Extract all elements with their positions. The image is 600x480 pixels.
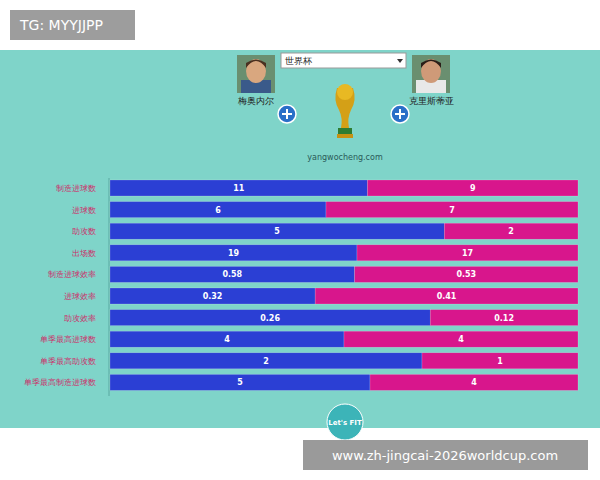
bar bbox=[370, 374, 578, 390]
bar bbox=[110, 331, 344, 347]
category-label: 助攻数 bbox=[72, 227, 96, 236]
data-label: 2 bbox=[263, 357, 269, 366]
photo-right-bg bbox=[412, 55, 450, 93]
watermark: TG: MYYJJPP bbox=[19, 17, 103, 33]
canvas: TG: MYYJJPP 梅奥内尔 克里斯蒂亚 世界杯 yangwocheng.com 制造… bbox=[0, 0, 600, 480]
category-label: 单季最高助攻数 bbox=[40, 357, 96, 366]
url-box bbox=[303, 440, 588, 470]
bar bbox=[344, 331, 578, 347]
url: www.zh-jingcai-2026worldcup.com bbox=[332, 448, 558, 463]
photo-left-bg bbox=[237, 55, 275, 93]
photo-right-face bbox=[421, 59, 441, 83]
data-label: 0.41 bbox=[437, 292, 457, 301]
bar bbox=[444, 223, 578, 239]
photo-left-hair bbox=[246, 60, 266, 69]
data-label: 0.26 bbox=[260, 314, 280, 323]
bar bbox=[110, 266, 355, 282]
data-label: 9 bbox=[470, 184, 476, 193]
category-label: 进球效率 bbox=[64, 292, 96, 301]
bar bbox=[355, 266, 578, 282]
data-label: 4 bbox=[224, 335, 230, 344]
data-label: 0.58 bbox=[222, 270, 242, 279]
watermark-box bbox=[10, 10, 135, 40]
bar bbox=[357, 245, 578, 261]
data-label: 7 bbox=[449, 206, 455, 215]
selector[interactable] bbox=[281, 53, 406, 68]
axis-line bbox=[109, 178, 110, 396]
data-label: 1 bbox=[497, 357, 503, 366]
bar bbox=[110, 245, 357, 261]
add-icon bbox=[395, 109, 405, 119]
category-label: 助攻效率 bbox=[64, 314, 96, 323]
bar bbox=[110, 374, 370, 390]
data-label: 0.32 bbox=[203, 292, 223, 301]
data-label: 4 bbox=[471, 378, 477, 387]
player-name: 克里斯蒂亚 bbox=[409, 96, 454, 106]
bar bbox=[326, 202, 578, 218]
data-label: 4 bbox=[458, 335, 464, 344]
add-icon bbox=[282, 109, 292, 119]
data-label: 2 bbox=[508, 227, 514, 236]
page-bg bbox=[0, 0, 600, 480]
bar bbox=[110, 223, 444, 239]
photo-right bbox=[412, 55, 450, 93]
selector-arrow bbox=[397, 59, 403, 63]
data-label: 0.53 bbox=[456, 270, 476, 279]
bar bbox=[110, 288, 315, 304]
bar bbox=[110, 180, 367, 196]
data-label: 5 bbox=[274, 227, 280, 236]
add-button[interactable] bbox=[391, 105, 409, 123]
bar bbox=[430, 310, 578, 326]
category-label: 制造进球效率 bbox=[48, 270, 96, 279]
photo-right-hair bbox=[421, 60, 441, 69]
logo bbox=[327, 404, 363, 440]
photo-left bbox=[237, 55, 275, 93]
bar bbox=[315, 288, 578, 304]
photo-left-face bbox=[246, 59, 266, 83]
data-label: 11 bbox=[233, 184, 245, 193]
selector-text: 世界杯 bbox=[285, 56, 312, 66]
bar bbox=[422, 353, 578, 369]
bars bbox=[110, 180, 578, 390]
data-label: 5 bbox=[237, 378, 243, 387]
player-name: 梅奥内尔 bbox=[237, 96, 274, 106]
category-label: 单季最高进球数 bbox=[40, 335, 96, 344]
bar bbox=[110, 202, 326, 218]
trophy-base bbox=[338, 128, 352, 134]
bar bbox=[110, 353, 422, 369]
data-label: 6 bbox=[215, 206, 221, 215]
bar bbox=[110, 310, 430, 326]
site: yangwocheng.com bbox=[307, 153, 383, 162]
data-label: 17 bbox=[462, 249, 473, 258]
root: TG: MYYJJPP 梅奥内尔 克里斯蒂亚 世界杯 yangwocheng.com 制造… bbox=[0, 0, 600, 480]
trophy bbox=[335, 84, 354, 138]
category-label: 进球数 bbox=[72, 206, 96, 215]
trophy-foot bbox=[337, 134, 353, 138]
add-button[interactable] bbox=[278, 105, 296, 123]
panel-bg bbox=[0, 50, 600, 428]
category-label: 出场数 bbox=[72, 249, 96, 258]
category-label: 单季最高制造进球数 bbox=[24, 378, 96, 387]
category-label: 制造进球数 bbox=[56, 184, 96, 193]
bar bbox=[367, 180, 578, 196]
data-label: 19 bbox=[228, 249, 240, 258]
data-label: 0.12 bbox=[494, 314, 514, 323]
trophy-globe bbox=[337, 84, 353, 100]
logo-text: Let's FIT bbox=[328, 419, 362, 427]
labels: 制造进球数 11 9 进球数 6 7 助攻数 5 2 出场数 19 17 制造进球效率 0.58 0.53 进… bbox=[24, 184, 514, 387]
